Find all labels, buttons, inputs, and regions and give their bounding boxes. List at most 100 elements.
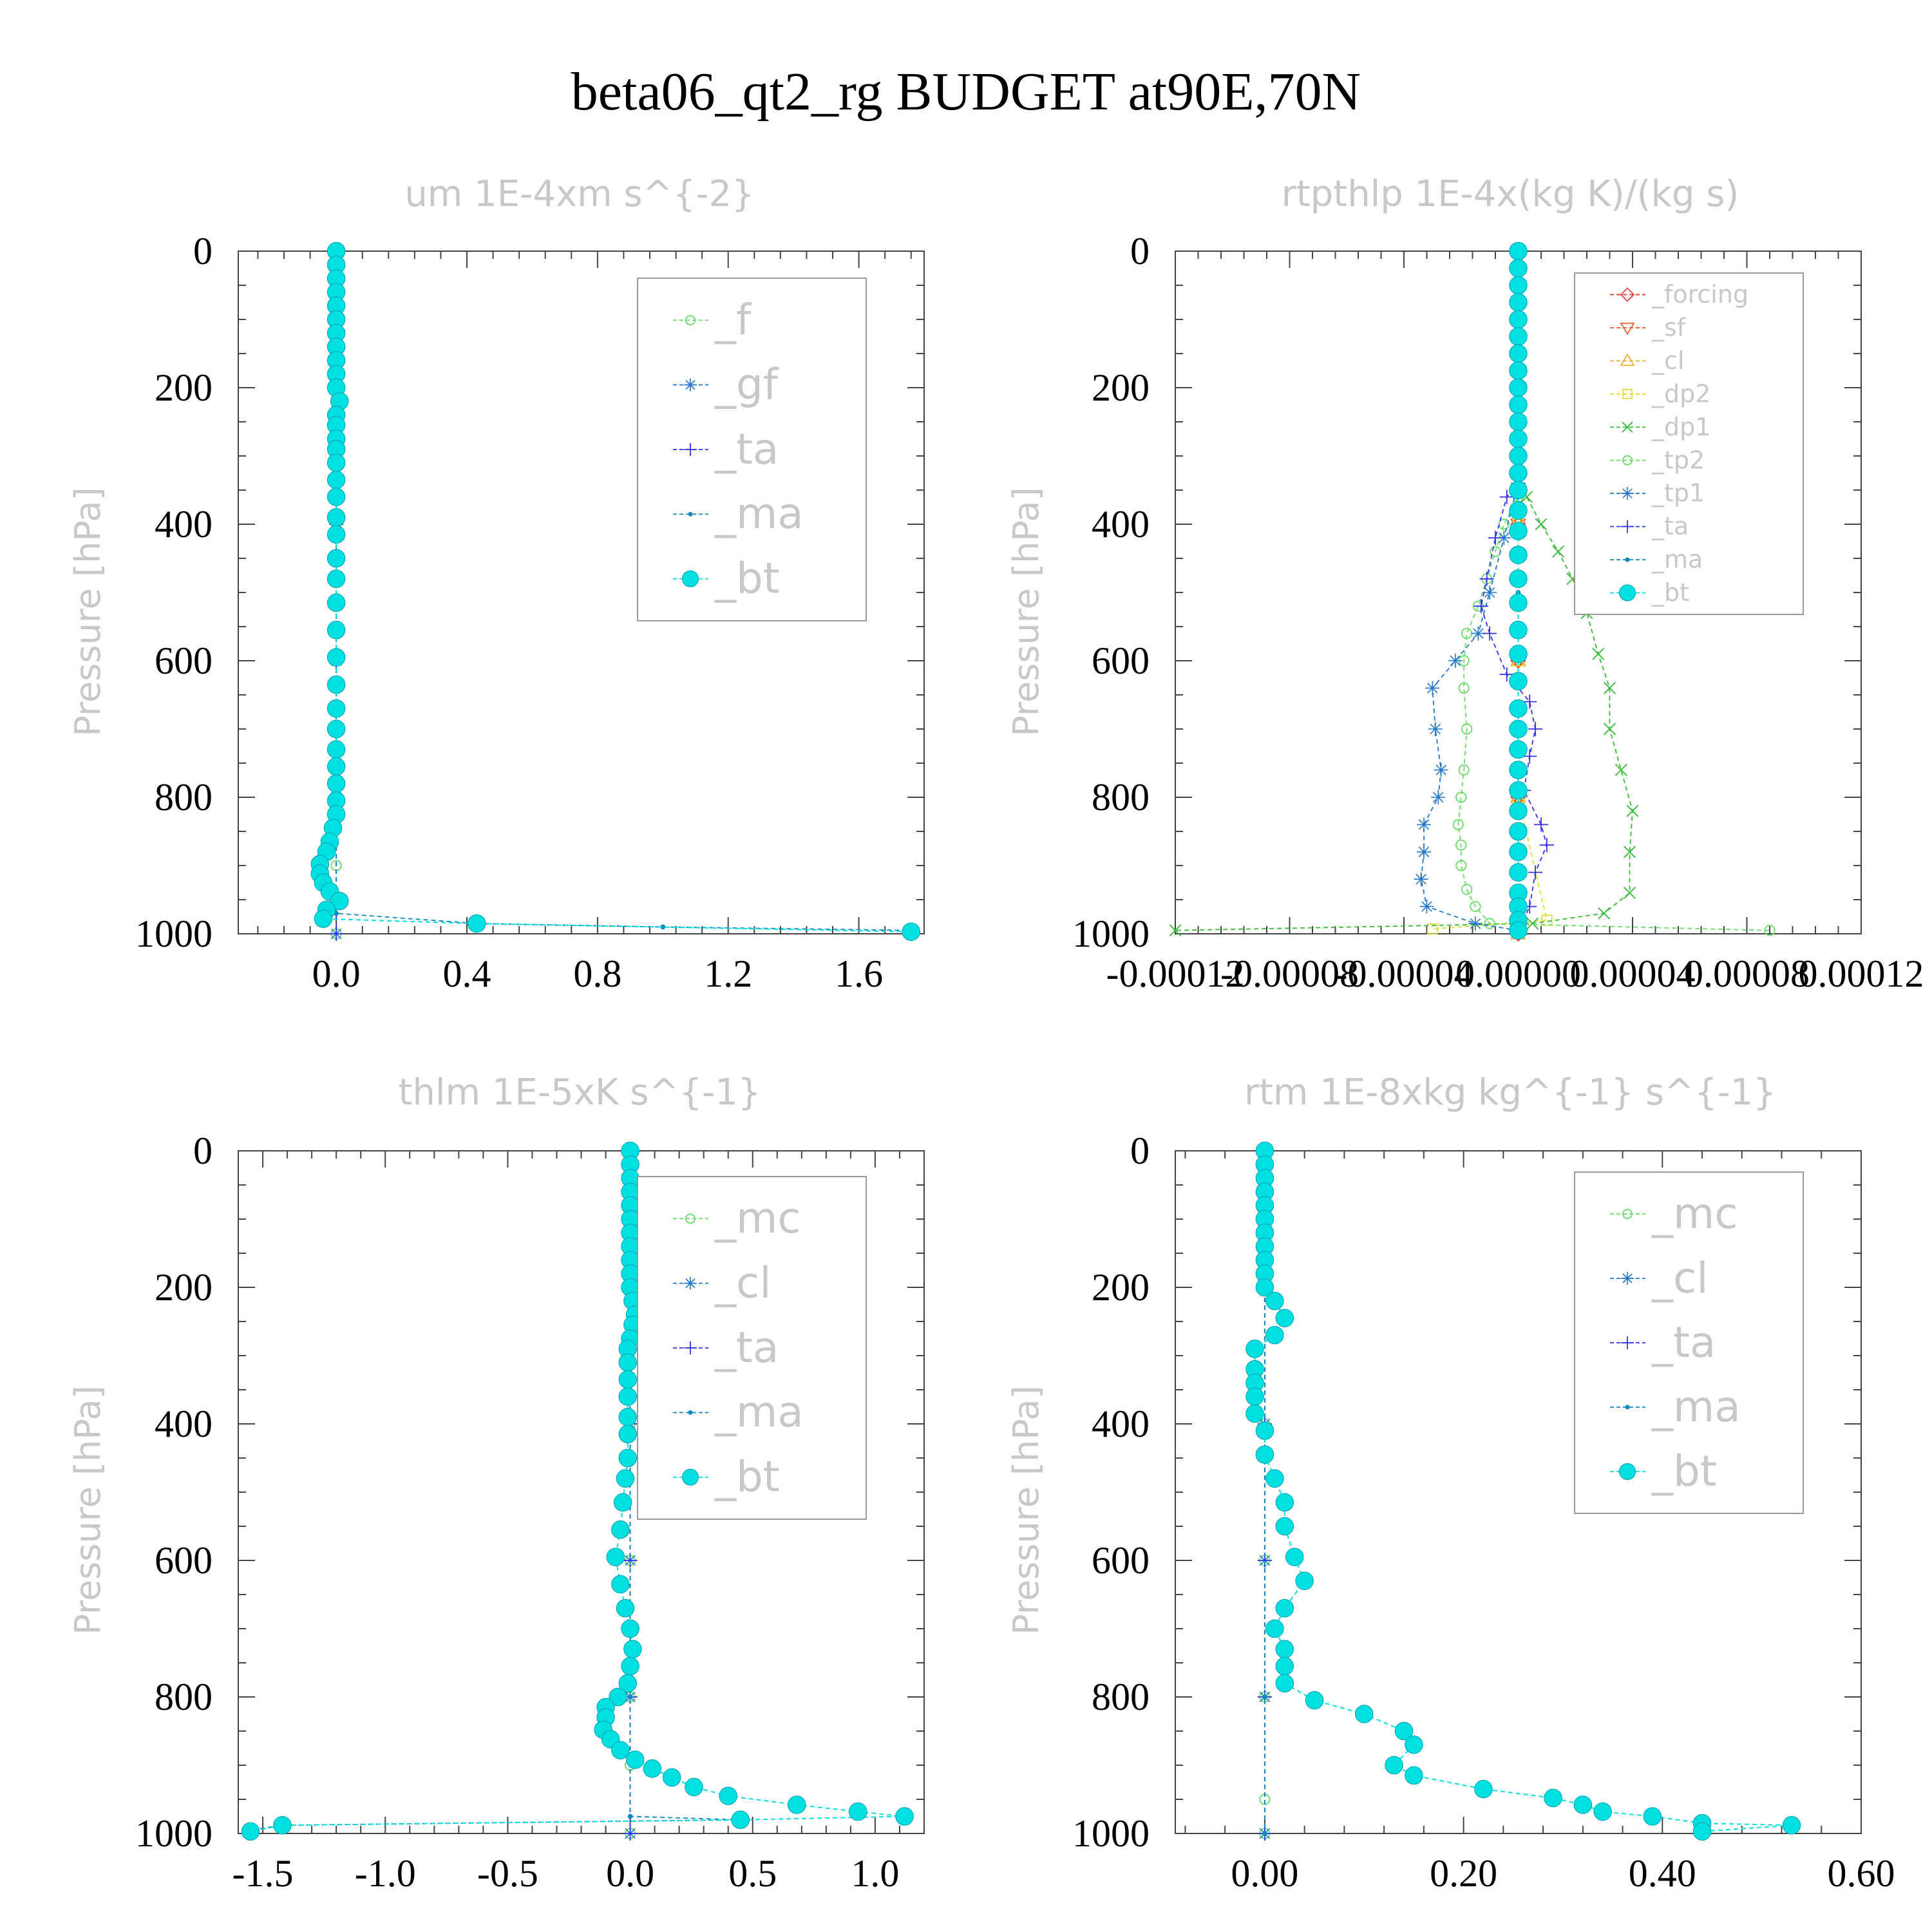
data-point <box>1262 1694 1267 1700</box>
data-point <box>1625 557 1630 562</box>
data-point <box>1385 1756 1403 1775</box>
legend-label: _ta <box>714 424 779 474</box>
data-point <box>314 909 333 928</box>
y-tick-label: 800 <box>155 1676 213 1718</box>
data-point <box>1414 872 1428 887</box>
data-point <box>327 699 346 718</box>
data-point <box>616 1469 635 1488</box>
data-point <box>1275 1657 1294 1676</box>
data-point <box>1265 1619 1284 1638</box>
data-point <box>611 1575 630 1594</box>
data-point <box>1509 327 1528 346</box>
panel-thlm: thlm 1E-5xK s^{-1} Pressure [hPa] 0 200 40… <box>68 1072 925 1895</box>
data-point <box>327 508 346 527</box>
legend-label: _ma <box>1651 545 1703 574</box>
data-point <box>613 1493 632 1512</box>
data-point <box>1473 599 1488 614</box>
data-point <box>1275 1674 1294 1693</box>
data-point <box>1509 593 1528 612</box>
data-point <box>1509 464 1528 482</box>
data-point <box>273 1816 292 1835</box>
figure-title: beta06_qt2_rg BUDGET at90E,70N <box>571 62 1361 122</box>
data-point <box>1458 682 1470 694</box>
data-point <box>1470 901 1481 913</box>
data-point <box>1592 647 1605 660</box>
data-point <box>1484 918 1495 929</box>
data-point <box>329 927 344 941</box>
data-point <box>1509 761 1528 779</box>
data-point <box>625 1750 645 1769</box>
data-point <box>1509 276 1528 295</box>
data-point <box>1468 916 1482 931</box>
data-point <box>1621 487 1634 500</box>
legend-label: _forcing <box>1651 280 1748 308</box>
data-point <box>1509 822 1528 841</box>
data-point <box>1544 1788 1562 1808</box>
data-point <box>1275 1493 1294 1512</box>
data-point <box>1604 723 1616 735</box>
x-tick-label: 0.0 <box>312 952 361 995</box>
data-point <box>327 648 346 667</box>
data-point <box>1419 899 1434 914</box>
series-bt <box>310 242 920 942</box>
data-point <box>1509 378 1528 397</box>
data-point <box>1621 520 1634 533</box>
legend: _mc _cl _ta _ma _bt <box>637 1176 867 1520</box>
legend: _forcing _sf _cl _dp2 _dp1 _tp2 _tp1 _ta _ma _bt <box>1574 272 1804 615</box>
x-tick-label: 0.0 <box>606 1852 654 1895</box>
data-point <box>1526 917 1539 930</box>
y-tick-label: 1000 <box>1072 913 1150 955</box>
data-point <box>1455 860 1467 871</box>
data-point <box>1434 762 1448 777</box>
data-point <box>849 1802 867 1821</box>
data-point <box>1509 430 1528 448</box>
data-point <box>1624 886 1636 899</box>
legend-label: _gf <box>714 359 779 409</box>
y-tick-label: 200 <box>1092 1266 1150 1309</box>
data-point <box>618 1370 638 1389</box>
x-tick-label: 0.40 <box>1629 1852 1696 1895</box>
data-point <box>684 1341 697 1354</box>
data-point <box>1622 389 1633 399</box>
data-point <box>618 1448 638 1468</box>
y-tick-label: 1000 <box>135 913 213 955</box>
data-point <box>327 675 346 694</box>
legend: _mc _cl _ta _ma _bt <box>1574 1171 1804 1514</box>
x-tick-label: -0.5 <box>477 1852 538 1895</box>
data-point <box>1499 489 1514 504</box>
data-point <box>1509 522 1528 540</box>
data-point <box>1265 1469 1284 1488</box>
data-point <box>327 621 346 639</box>
data-point <box>1255 1445 1274 1464</box>
x-tick-label: 0.00000 <box>1455 952 1581 995</box>
x-tick-label: 0.8 <box>573 952 621 995</box>
data-point <box>1448 654 1463 668</box>
data-point <box>1509 446 1528 466</box>
y-axis-label: Pressure [hPa] <box>1006 487 1046 736</box>
data-point <box>616 1598 635 1618</box>
series-line <box>1480 251 1548 931</box>
legend-label: _tp2 <box>1651 446 1705 474</box>
legend-label: _bt <box>1651 1446 1717 1496</box>
x-tick-label: 0.60 <box>1828 1852 1895 1895</box>
series-line <box>1175 251 1633 931</box>
data-point <box>1245 1340 1264 1358</box>
y-tick-label: 1000 <box>1072 1812 1150 1855</box>
data-point <box>1621 1272 1634 1285</box>
data-point <box>609 1687 627 1707</box>
data-point <box>1509 361 1528 380</box>
legend-label: _ma <box>1651 1382 1741 1432</box>
data-point <box>618 1353 638 1372</box>
data-point <box>1405 1766 1423 1785</box>
data-point <box>1255 1278 1274 1297</box>
data-point <box>1482 626 1497 641</box>
data-point <box>1509 242 1528 261</box>
legend-label: _mc <box>714 1193 801 1243</box>
y-tick-label: 200 <box>1092 366 1150 409</box>
data-point <box>1417 844 1432 859</box>
data-point <box>327 488 346 506</box>
data-point <box>1622 455 1633 466</box>
data-point <box>1509 344 1528 363</box>
panel-rtm: rtm 1E-8xkg kg^{-1} s^{-1} Pressure [hPa… <box>1006 1072 1895 1895</box>
